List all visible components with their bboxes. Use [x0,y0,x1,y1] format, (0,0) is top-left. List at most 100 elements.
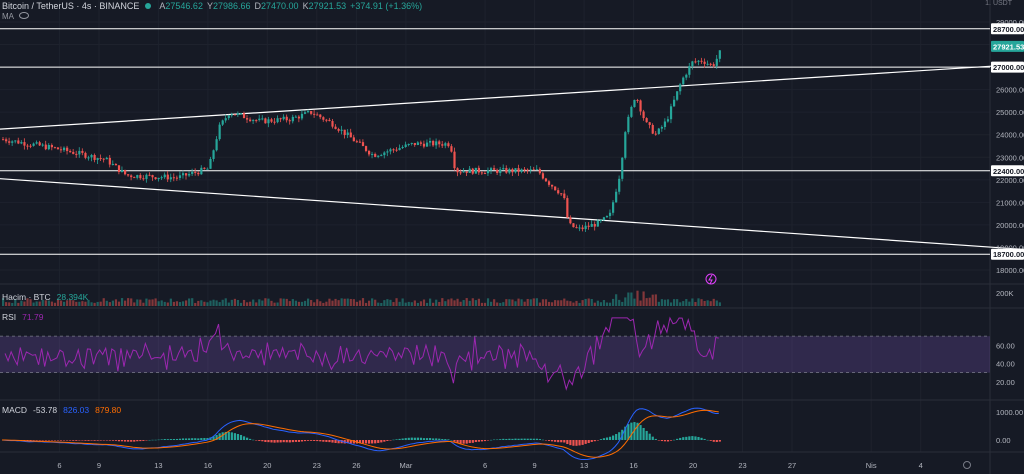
volume-bar [682,301,684,306]
candle-body [697,61,699,62]
volume-bar [365,303,367,306]
volume-bar [453,300,455,306]
candle-body [588,226,590,227]
macd-histogram-bar [508,439,510,440]
candle-body [228,115,230,118]
candle-body [273,122,275,123]
symbol-header[interactable]: Bitcoin / TetherUS · 4s · BINANCE A27546.… [2,1,422,11]
candle-body [167,175,169,180]
candle-body [527,170,529,171]
rsi-axis-label: 60.00 [996,341,1015,350]
candle-body [292,117,294,121]
macd-histogram-bar [588,440,590,443]
symbol-title[interactable]: Bitcoin / TetherUS · 4s · BINANCE [2,1,139,11]
candle-body [612,202,614,213]
volume-bar [536,298,538,306]
candle-body [551,185,553,187]
candle-body [664,121,666,126]
candle-body [121,170,123,172]
macd-histogram-bar [246,438,248,440]
indicator-legend[interactable]: MA [2,12,29,21]
volume-bar [33,303,35,306]
macd-histogram-bar [670,440,672,441]
candle-body [356,141,358,142]
candle-body [8,141,10,143]
macd-histogram-bar [560,440,562,442]
macd-histogram-bar [362,440,364,443]
macd-histogram-bar [167,439,169,440]
time-tick-label: 4 [919,461,923,470]
candle-body [350,133,352,138]
volume-bar [545,299,547,306]
candle-body [493,168,495,170]
volume-bar [392,302,394,306]
price-axis[interactable]: 29000.00 26000.00 25000.00 24000.00 23000.00… [991,18,1024,445]
candle-body [560,193,562,194]
volume-bar [54,303,56,306]
visibility-eye-icon[interactable] [19,12,29,19]
rsi-legend[interactable]: RSI 71.79 [2,312,43,322]
volume-bar [569,301,571,306]
volume-bars [2,291,721,306]
macd-histogram-bar [557,440,559,442]
macd-histogram-bar [432,438,434,440]
volume-bar [511,300,513,306]
candle-body [502,168,504,169]
candle-body [490,168,492,170]
candle-body [191,172,193,174]
macd-histogram-bar [466,440,468,444]
currency-label[interactable]: 1. USDT [985,0,1012,7]
volume-bar [197,301,199,306]
volume-bar [231,300,233,306]
volume-bar [216,300,218,306]
macd-histogram-bar [267,440,269,442]
candle-body [94,155,96,160]
macd-legend[interactable]: MACD -53.78 826.03 879.80 [2,405,121,415]
volume-bar [63,302,65,306]
volume-bar [148,300,150,306]
macd-histogram-bar [310,440,312,441]
candle-body [661,127,663,129]
time-tick-label: 26 [352,461,360,470]
volume-bar [188,298,190,306]
volume-bar [5,302,7,306]
candle-body [136,175,138,178]
candle-body [591,224,593,227]
price-tick-label: 18000.00 [996,266,1024,275]
candle-body [438,141,440,144]
macd-histogram-bar [505,439,507,440]
candle-body [649,122,651,125]
volume-bar [39,302,41,306]
macd-histogram-bar [280,440,282,442]
macd-histogram-bar [380,440,382,442]
macd-histogram-bar [249,439,251,440]
volume-bar [139,300,141,306]
volume-bar [191,298,193,306]
candle-body [414,143,416,145]
volume-bar [130,298,132,306]
alert-icon[interactable] [706,274,716,284]
volume-bar [246,302,248,306]
volume-bar [142,303,144,306]
macd-histogram-bar [173,439,175,440]
time-axis[interactable]: 6 9 13 16 20 23 26 Mar 6 9 13 16 20 23 27 Nis 4 [57,461,922,470]
volume-bar [90,302,92,306]
volume-legend[interactable]: Hacim · BTC 28.394K [2,292,88,302]
candle-body [572,223,574,227]
macd-histogram-bar [554,440,556,442]
time-tick-label: 9 [97,461,101,470]
volume-bar [121,298,123,306]
macd-histogram-bar [710,440,712,441]
candle-body [630,107,632,117]
candle-body [530,169,532,170]
candle-body [460,172,462,173]
candle-body [466,171,468,173]
candle-body [395,150,397,151]
candle-body [353,137,355,141]
candle-body [118,165,120,172]
candle-body [60,149,62,150]
macd-histogram-bar [87,440,89,441]
horizontal-levels[interactable] [0,29,990,254]
settings-icon[interactable] [964,462,971,469]
